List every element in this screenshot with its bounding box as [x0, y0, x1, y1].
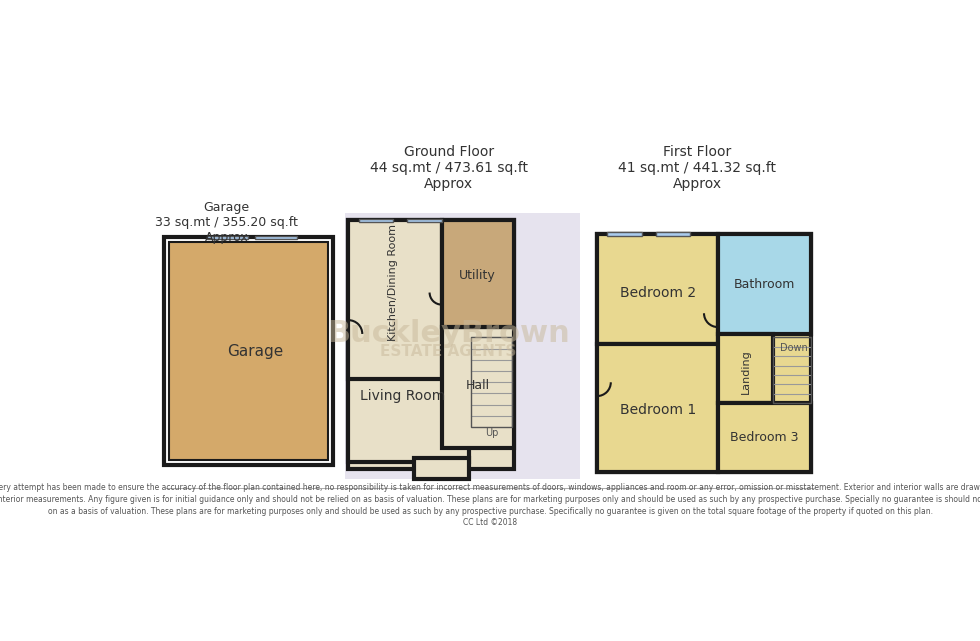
Text: BuckleyBrown: BuckleyBrown	[327, 319, 570, 349]
Bar	[165, 237, 333, 465]
Text: First Floor
41 sq.mt / 441.32 sq.ft
Approx: First Floor 41 sq.mt / 441.32 sq.ft Appr…	[618, 145, 776, 192]
Bar	[608, 233, 642, 236]
Text: Living Room: Living Room	[360, 389, 445, 403]
Bar	[256, 236, 297, 239]
Bar	[470, 337, 513, 427]
Bar	[407, 219, 442, 222]
Bar	[442, 327, 514, 448]
Text: Garage: Garage	[227, 344, 283, 359]
Bar	[442, 220, 514, 327]
Bar	[345, 213, 580, 479]
Text: Bedroom 2: Bedroom 2	[619, 285, 696, 299]
Bar	[717, 403, 811, 472]
Bar	[207, 236, 248, 239]
Text: Hall: Hall	[466, 379, 490, 392]
Bar	[717, 334, 773, 403]
Text: Down: Down	[780, 343, 808, 353]
Text: Kitchen/Dining Room: Kitchen/Dining Room	[388, 224, 398, 340]
Text: Bathroom: Bathroom	[734, 278, 796, 291]
Bar	[169, 242, 328, 460]
Bar	[773, 337, 811, 403]
Bar	[359, 219, 393, 222]
Text: Whilst every attempt has been made to ensure the accuracy of the floor plan cont: Whilst every attempt has been made to en…	[0, 483, 980, 528]
Text: Bedroom 1: Bedroom 1	[619, 403, 696, 417]
Bar	[597, 234, 811, 472]
Text: Garage
33 sq.mt / 355.20 sq.ft
Approx: Garage 33 sq.mt / 355.20 sq.ft Approx	[155, 201, 298, 244]
Text: Utility: Utility	[460, 269, 496, 282]
Bar	[717, 234, 811, 334]
Text: Up: Up	[485, 428, 498, 438]
Bar	[597, 344, 717, 472]
Bar	[415, 458, 469, 479]
Text: Landing: Landing	[741, 349, 751, 394]
Text: Ground Floor
44 sq.mt / 473.61 sq.ft
Approx: Ground Floor 44 sq.mt / 473.61 sq.ft App…	[369, 145, 527, 192]
Bar	[349, 220, 514, 469]
Bar	[349, 327, 469, 462]
Bar	[656, 233, 690, 236]
Bar	[169, 242, 328, 460]
Text: ESTATE AGENTS: ESTATE AGENTS	[380, 344, 516, 359]
Text: Bedroom 3: Bedroom 3	[730, 431, 799, 444]
Bar	[597, 234, 717, 344]
Bar	[349, 220, 442, 379]
